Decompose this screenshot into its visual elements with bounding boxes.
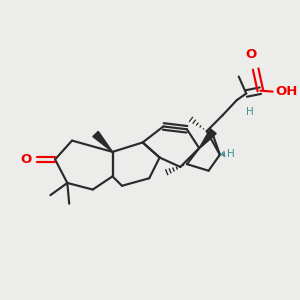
Text: H: H [246, 107, 254, 117]
Text: OH: OH [275, 85, 298, 98]
Text: O: O [20, 153, 32, 166]
Text: H: H [227, 149, 235, 159]
Text: O: O [245, 49, 256, 62]
Polygon shape [199, 129, 216, 148]
Polygon shape [93, 131, 112, 152]
